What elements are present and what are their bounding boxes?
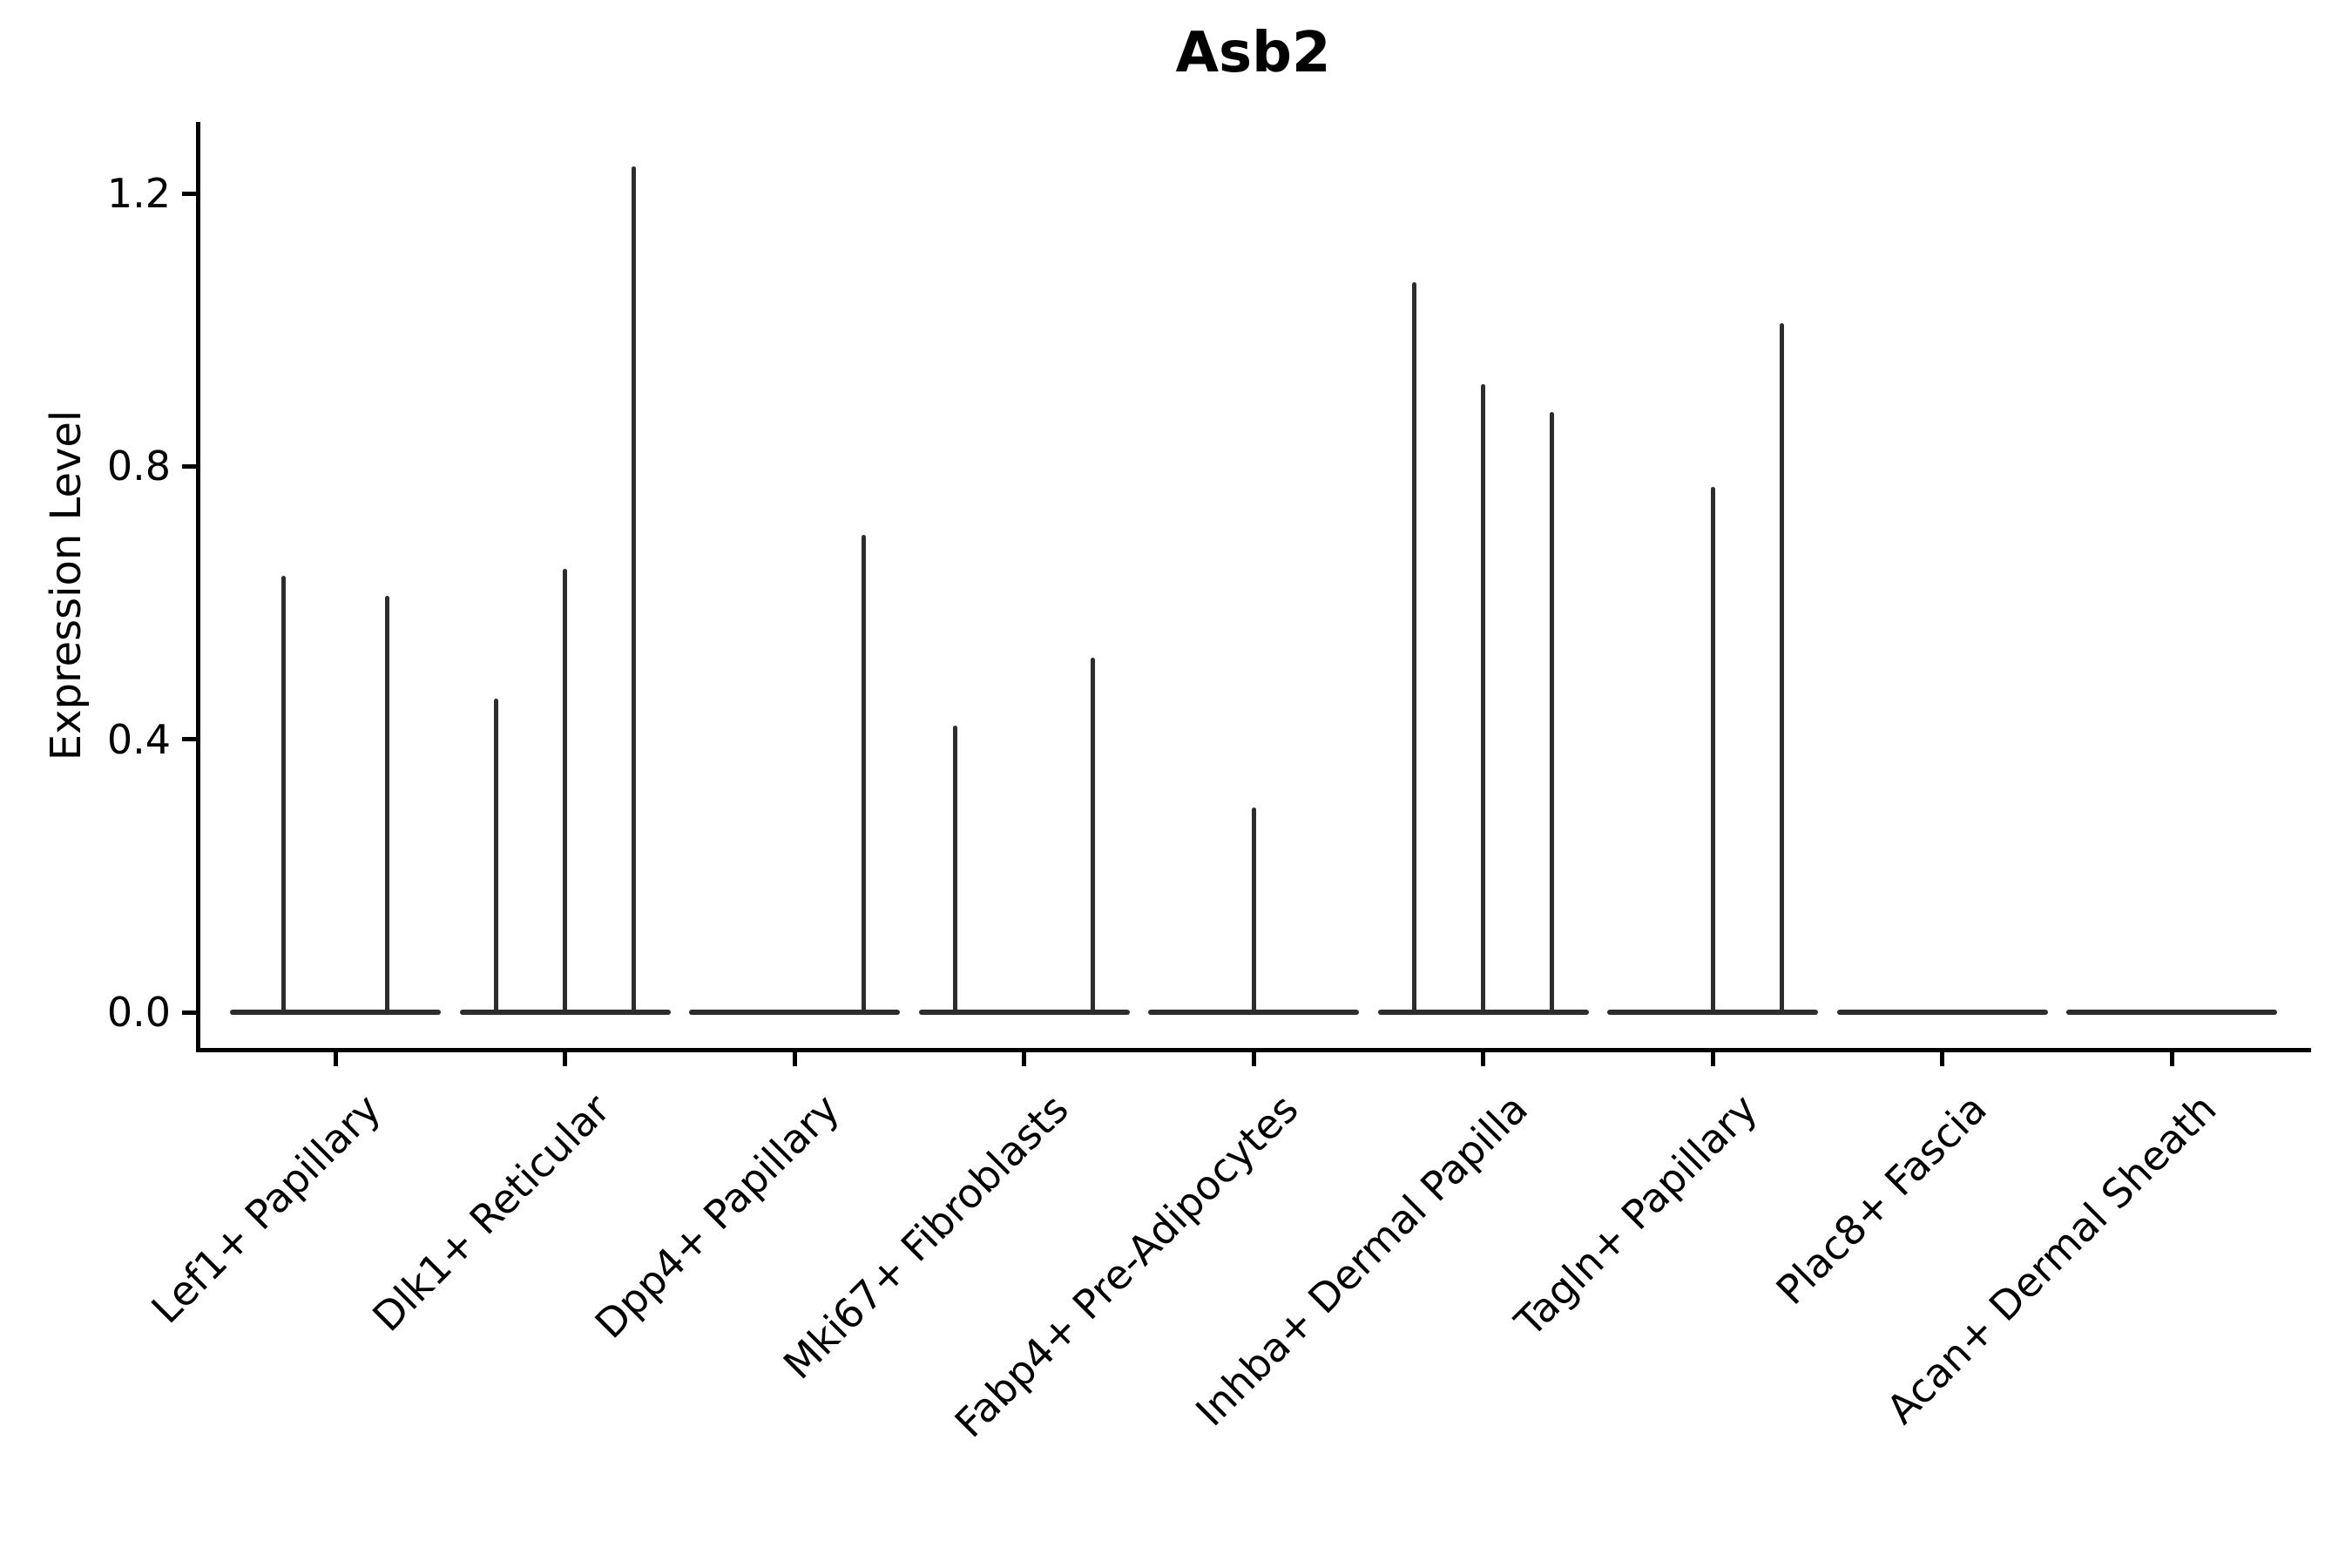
x-tick-mark [792,1050,797,1066]
y-tick-mark [182,191,198,196]
violin-spike [1251,808,1256,1014]
y-axis-spine [195,122,200,1052]
x-tick-mark [1251,1050,1256,1066]
x-tick-mark [1022,1050,1026,1066]
violin-spike [1411,281,1416,1014]
violin-base [230,1010,441,1015]
violin-spike [1550,411,1555,1014]
x-tick-label-dpp4-papillary: Dpp4+ Papillary [585,1085,848,1348]
y-tick-label: 0.0 [106,989,171,1036]
violin-spike [1710,486,1715,1014]
y-tick-mark [182,737,198,742]
violin-spike [952,726,957,1014]
x-tick-label-lef1-papillary: Lef1+ Papillary [141,1085,389,1333]
chart-title: Asb2 [1175,21,1331,85]
violin-spike [861,534,866,1014]
violin-base [689,1010,900,1015]
violin-base [1836,1010,2048,1015]
violin-spike [1481,384,1485,1014]
violin-spike [563,568,567,1014]
x-tick-mark [1940,1050,1944,1066]
violin-spike [384,596,389,1014]
violin-spike [1091,657,1096,1014]
violin-base [918,1010,1130,1015]
violin-spike [281,575,287,1014]
y-tick-label: 1.2 [106,170,171,218]
y-tick-mark [182,1010,198,1015]
y-tick-mark [182,463,198,469]
x-tick-label-plac8-fascia: Plac8+ Fascia [1767,1085,1997,1314]
violin-spike [493,698,498,1014]
x-tick-mark [1710,1050,1715,1066]
x-tick-label-tagln-papillary: Tagln+ Papillary [1505,1085,1767,1346]
y-tick-label: 0.4 [106,715,171,763]
x-tick-mark [333,1050,338,1066]
x-tick-mark [2169,1050,2174,1066]
x-tick-mark [563,1050,567,1066]
x-tick-label-dlk1-reticular: Dlk1+ Reticular [363,1085,619,1341]
violin-spike [632,166,637,1014]
x-tick-mark [1481,1050,1485,1066]
violin-spike [1779,322,1784,1014]
violin-base [2066,1010,2277,1015]
y-tick-label: 0.8 [106,443,171,490]
